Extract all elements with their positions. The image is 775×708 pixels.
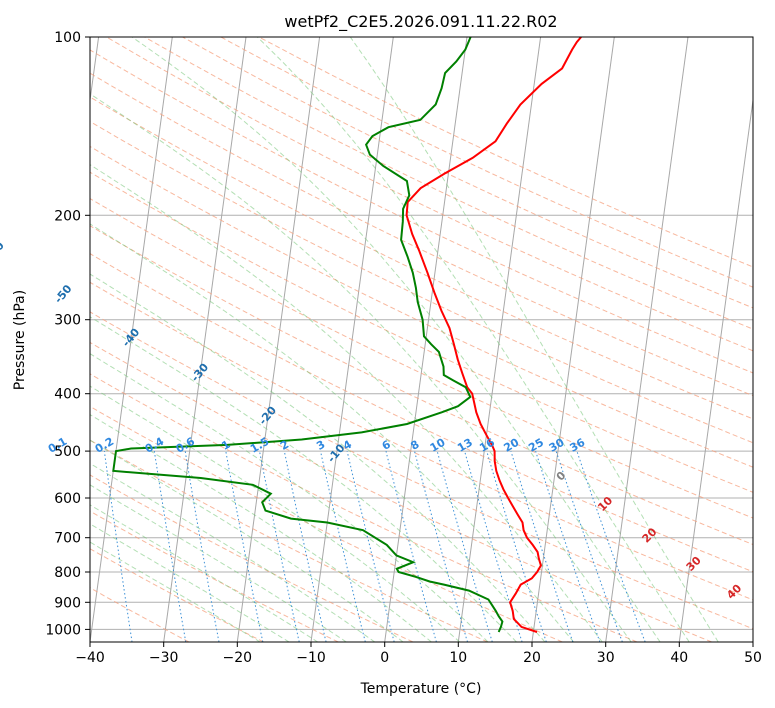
dry-adiabat	[144, 37, 753, 330]
moist-adiabat	[90, 541, 261, 642]
isotherm-line	[678, 96, 753, 642]
mixing-ratio-line	[414, 450, 468, 642]
x-axis-label: Temperature (°C)	[360, 681, 482, 697]
x-tick-label: −40	[75, 650, 105, 666]
mixing-ratio-line	[103, 451, 133, 642]
mixing-ratio-line	[555, 450, 623, 642]
mixing-ratio-line	[486, 450, 547, 642]
dry-adiabat	[90, 253, 753, 573]
moist-adiabat	[90, 439, 404, 642]
moist-adiabat	[349, 37, 719, 642]
dry-adiabat	[182, 37, 753, 309]
dry-adiabat	[106, 37, 753, 352]
mixing-ratio-line	[436, 450, 493, 642]
isotherm-line	[605, 37, 689, 642]
moist-adiabat	[90, 523, 290, 642]
moist-adiabats	[90, 37, 719, 642]
sounding-profiles	[112, 37, 582, 633]
dry-adiabat	[90, 225, 753, 546]
y-tick-label: 200	[54, 208, 81, 224]
y-tick-label: 900	[54, 595, 81, 611]
y-tick-label: 300	[54, 313, 81, 329]
x-tick-label: 30	[597, 650, 615, 666]
dry-adiabat	[90, 281, 753, 601]
mixing-ratio-line	[576, 450, 646, 642]
mixing-ratio-line	[320, 450, 366, 642]
dry-adiabat	[90, 72, 753, 397]
x-tick-label: −30	[149, 650, 179, 666]
isobar-grid	[90, 37, 753, 630]
isotherm-line	[457, 37, 542, 642]
x-tick-label: −20	[223, 650, 253, 666]
moist-adiabat	[90, 385, 461, 642]
y-tick-label: 100	[54, 30, 81, 46]
plot-frame	[89, 36, 754, 643]
mixing-ratio-line	[283, 450, 327, 642]
moist-adiabat	[90, 223, 574, 642]
moist-adiabat	[90, 316, 517, 642]
temperature-profile	[405, 37, 582, 633]
moist-adiabat	[256, 37, 690, 642]
dry-adiabat	[90, 548, 264, 642]
moist-adiabat	[90, 414, 432, 642]
mixing-ratio-line	[259, 451, 300, 642]
chart-title: wetPf2_C2E5.2026.091.11.22.R02	[284, 12, 557, 32]
moist-adiabat	[90, 93, 632, 642]
mixing-ratio-line	[346, 450, 395, 642]
dry-adiabat	[90, 439, 488, 642]
dry-adiabat	[90, 474, 414, 642]
isotherm-line	[236, 37, 321, 642]
isotherm-line	[163, 37, 247, 642]
axis-ticks: −40 −30 −20 −10 0 10 20 30 40 50 100 200 300 400 500 60…	[45, 30, 762, 666]
y-tick-label: 400	[54, 387, 81, 403]
y-tick-label: 1000	[45, 622, 81, 638]
plot-area	[90, 37, 753, 642]
y-tick-label: 700	[54, 531, 81, 547]
x-tick-label: 40	[670, 650, 688, 666]
x-tick-label: 10	[449, 650, 467, 666]
dry-adiabat	[90, 311, 753, 630]
mixing-ratio-line	[385, 450, 437, 642]
dry-adiabat	[90, 405, 563, 642]
x-tick-label: 20	[523, 650, 541, 666]
mixing-ratio-line	[535, 450, 601, 642]
y-tick-label: 500	[54, 444, 81, 460]
mixing-ratio-line	[225, 451, 264, 642]
moist-adiabat	[90, 273, 546, 642]
isotherm-line	[90, 37, 173, 642]
dry-adiabat-label: -60	[0, 239, 7, 263]
dry-adiabat	[90, 171, 753, 493]
mixing-ratio-line	[510, 450, 574, 642]
moist-adiabat	[131, 37, 661, 642]
dry-adiabat	[220, 37, 753, 288]
moist-adiabat	[90, 353, 489, 642]
isotherm-line	[531, 37, 615, 642]
moist-adiabat	[90, 462, 376, 642]
y-axis-label: Pressure (hPa)	[12, 290, 28, 390]
dry-adiabat	[90, 197, 753, 519]
x-tick-label: −10	[296, 650, 326, 666]
moist-adiabat	[90, 164, 603, 642]
moist-adiabat	[90, 484, 347, 642]
x-tick-label: 50	[744, 650, 762, 666]
y-tick-label: 800	[54, 565, 81, 581]
dry-adiabat	[90, 49, 753, 374]
dewpoint-profile	[112, 37, 504, 633]
x-tick-label: 0	[380, 650, 389, 666]
y-tick-label: 600	[54, 491, 81, 507]
